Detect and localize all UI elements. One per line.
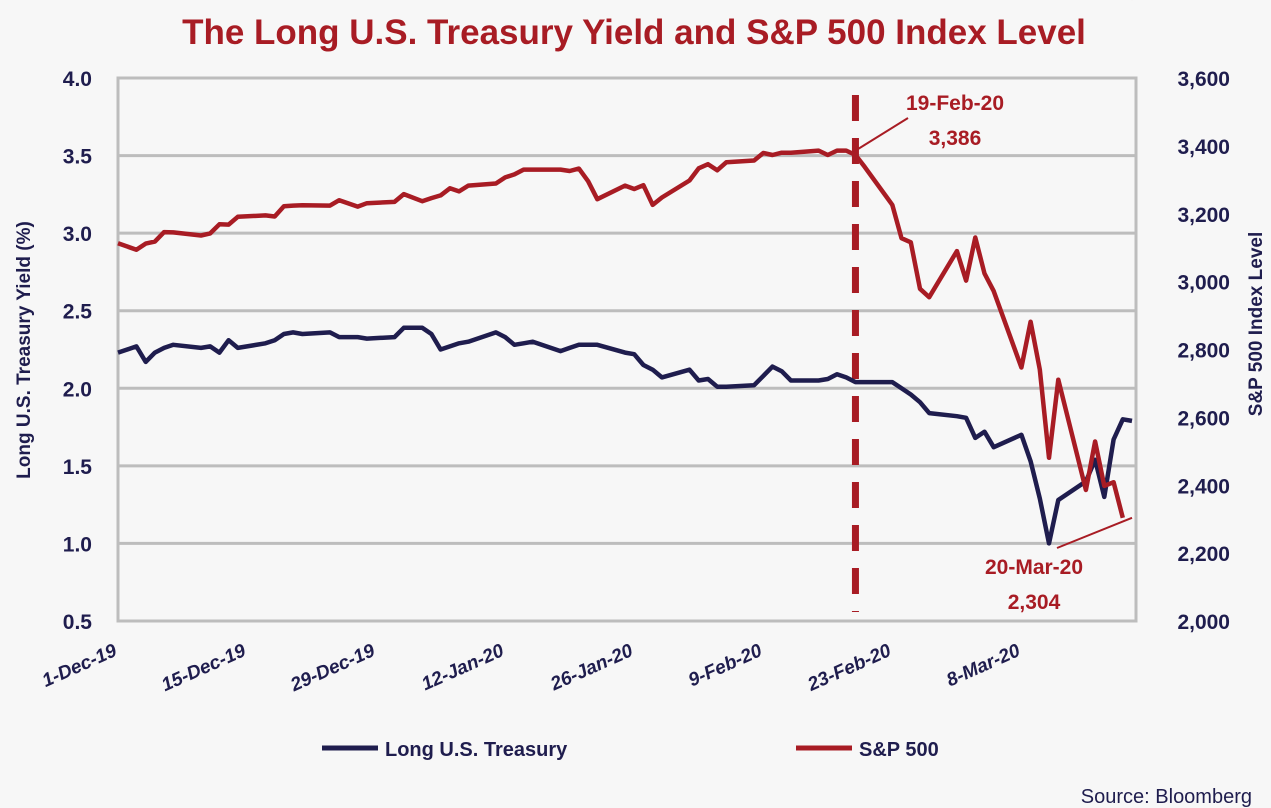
- legend: Long U.S. Treasury S&P 500: [322, 739, 939, 761]
- annotation-top-date: 19-Feb-20: [906, 92, 1004, 115]
- x-tick-label: 29-Dec-19: [287, 640, 379, 696]
- y-left-tick-label: 1.0: [63, 533, 92, 556]
- x-tick-label: 1-Dec-19: [39, 640, 120, 692]
- y-left-tick-label: 2.5: [63, 301, 93, 324]
- y-right-tick-label: 3,000: [1177, 272, 1230, 295]
- y-left-tick-label: 4.0: [63, 68, 92, 91]
- plot-frame: [116, 76, 1138, 623]
- chart-title: The Long U.S. Treasury Yield and S&P 500…: [182, 13, 1086, 52]
- y-right-tick-label: 3,200: [1177, 204, 1230, 227]
- data-points: [117, 0, 1133, 544]
- y-axis-right-title: S&P 500 Index Level: [1246, 232, 1267, 416]
- y-right-tick-label: 2,600: [1177, 407, 1230, 430]
- y-right-tick-label: 2,200: [1177, 543, 1230, 566]
- y-right-tick-label: 2,400: [1177, 475, 1230, 498]
- y-right-tick-label: 2,800: [1177, 340, 1230, 363]
- x-tick-label: 9-Feb-20: [685, 640, 765, 691]
- x-tick-label: 23-Feb-20: [804, 640, 895, 696]
- x-axis: 1-Dec-19 15-Dec-19 29-Dec-19 12-Jan-20 26-Ja…: [39, 640, 1024, 696]
- y-left-tick-label: 0.5: [63, 611, 93, 634]
- source-note: Source: Bloomberg: [1081, 786, 1252, 808]
- series-line-long-us-treasury: [117, 325, 1133, 546]
- x-tick-label: 26-Jan-20: [547, 640, 637, 695]
- y-left-tick-label: 1.5: [63, 456, 93, 479]
- y-axis-right: 3,600 3,400 3,200 3,000 2,800 2,600 2,400 2,200…: [1177, 68, 1230, 634]
- annotation-leader-top: [854, 117, 909, 152]
- y-axis-left-title: Long U.S. Treasury Yield (%): [14, 221, 35, 479]
- grid-lines: [118, 76, 1136, 623]
- x-tick-label: 8-Mar-20: [943, 640, 1023, 691]
- y-left-tick-label: 3.5: [63, 146, 93, 169]
- y-left-tick-label: 3.0: [63, 223, 92, 246]
- annotation-top-value: 3,386: [929, 127, 982, 150]
- legend-label-treasury: Long U.S. Treasury: [385, 739, 568, 761]
- y-right-tick-label: 3,600: [1177, 68, 1230, 91]
- y-right-tick-label: 3,400: [1177, 136, 1230, 159]
- x-tick-label: 15-Dec-19: [159, 640, 250, 696]
- legend-label-sp500: S&P 500: [859, 739, 939, 761]
- annotation-leader-bottom: [1056, 516, 1133, 549]
- y-left-tick-label: 2.0: [63, 378, 92, 401]
- series-line-sp500: [117, 148, 1125, 519]
- annotation-bottom-value: 2,304: [1008, 591, 1061, 614]
- annotation-bottom-date: 20-Mar-20: [985, 556, 1083, 579]
- y-axis-left: 4.0 3.5 3.0 2.5 2.0 1.5 1.0 0.5: [63, 68, 93, 634]
- x-tick-label: 12-Jan-20: [419, 640, 508, 695]
- y-right-tick-label: 2,000: [1177, 611, 1230, 634]
